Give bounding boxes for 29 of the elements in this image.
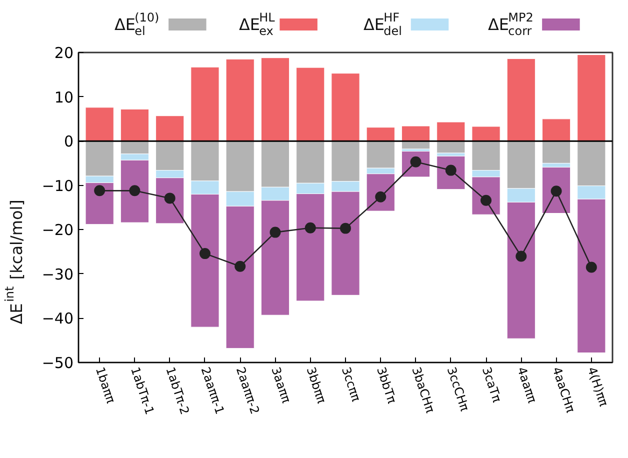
y-tick-label: −10 [42, 176, 74, 195]
y-tick-label: 20 [54, 44, 74, 62]
point [270, 226, 281, 238]
y-tick-label: −20 [42, 221, 74, 240]
x-tick-label: 4aaππ [514, 365, 540, 405]
x-tick-label: 3ccππ [338, 365, 364, 404]
y-tick-label: −30 [42, 265, 74, 284]
y-tick-label: −40 [42, 310, 74, 328]
y-axis-title: ΔEint [kcal/mol] [2, 200, 26, 324]
point [94, 185, 106, 196]
x-tick-label: 3bbππ [304, 365, 329, 406]
point [304, 222, 316, 234]
x-tick-label: 3ccCHπ [444, 365, 472, 413]
point [340, 222, 351, 234]
point [516, 250, 527, 262]
x-tick-label: 1baππ [92, 365, 118, 405]
x-tick-label: 3aaππ [268, 365, 294, 405]
y-tick-label: −50 [42, 354, 74, 372]
point [586, 262, 597, 273]
point [550, 186, 562, 197]
x-tick-label: 3caTπ [479, 365, 504, 404]
x-tick-label: 4aaCHπ [550, 365, 578, 414]
point [234, 260, 246, 272]
x-tick-label: 4(H)ππ [584, 365, 611, 408]
x-tick-label: 3bbTπ [374, 365, 400, 406]
point [129, 185, 140, 196]
y-tick-label: 0 [64, 132, 74, 151]
point [199, 248, 210, 260]
y-tick-label: 10 [54, 88, 74, 106]
